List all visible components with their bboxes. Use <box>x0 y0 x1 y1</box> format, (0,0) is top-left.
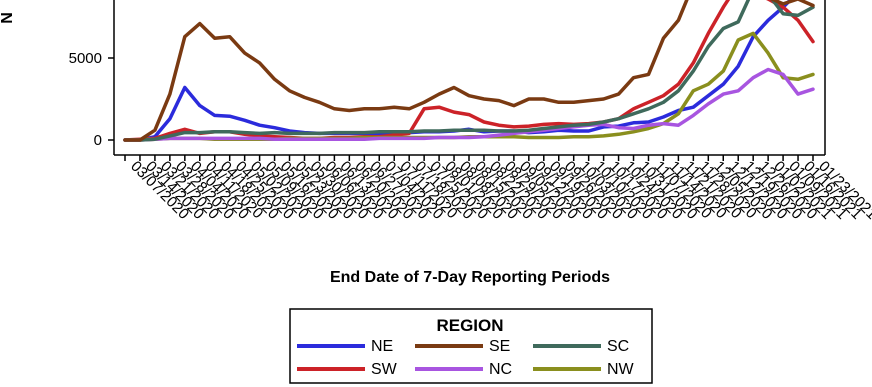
series-line-nw <box>123 31 815 142</box>
series-line-sw <box>123 0 815 142</box>
series-line-ne <box>123 0 793 142</box>
legend-label-ne: NE <box>371 338 393 355</box>
y-axis: 0 5000 <box>69 50 114 149</box>
legend-label-nw: NW <box>607 361 635 378</box>
y-axis-title: N <box>0 12 16 24</box>
legend-label-sw: SW <box>371 361 398 378</box>
legend-label-nc: NC <box>489 361 512 378</box>
legend-items: NE SE SC SW NC NW <box>297 338 635 378</box>
x-axis-title: End Date of 7-Day Reporting Periods <box>330 269 610 286</box>
series-line-se <box>123 0 815 142</box>
x-axis: 03/07/202003/14/202003/21/202003/28/2020… <box>124 155 872 223</box>
series-lines <box>123 0 815 142</box>
series-line-nc <box>123 67 815 142</box>
y-tick-label: 5000 <box>69 50 102 67</box>
legend-label-sc: SC <box>607 338 629 355</box>
y-tick-label: 0 <box>94 132 102 149</box>
legend: REGION NE SE SC SW NC NW <box>289 308 653 384</box>
series-line-sc <box>123 0 815 142</box>
legend-title: REGION <box>436 316 503 335</box>
legend-label-se: SE <box>489 338 510 355</box>
